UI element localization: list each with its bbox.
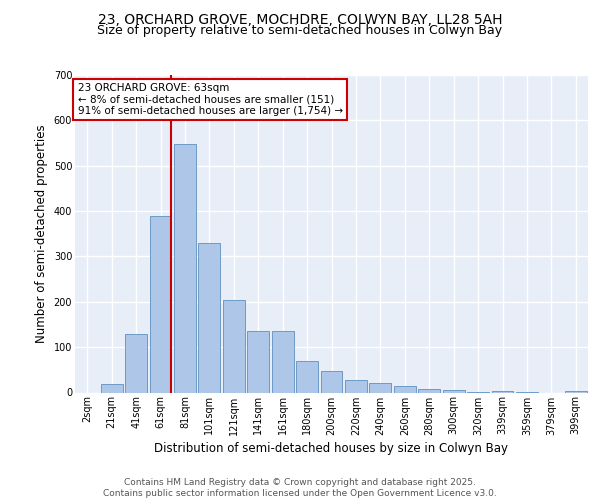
Y-axis label: Number of semi-detached properties: Number of semi-detached properties: [35, 124, 48, 343]
Bar: [199, 243, 220, 392]
Text: 23, ORCHARD GROVE, MOCHDRE, COLWYN BAY, LL28 5AH: 23, ORCHARD GROVE, MOCHDRE, COLWYN BAY, …: [98, 12, 502, 26]
Text: Size of property relative to semi-detached houses in Colwyn Bay: Size of property relative to semi-detach…: [97, 24, 503, 37]
Bar: [394, 386, 416, 392]
Bar: [101, 384, 122, 392]
Bar: [565, 390, 587, 392]
Bar: [223, 300, 245, 392]
Bar: [345, 380, 367, 392]
Bar: [443, 390, 464, 392]
Bar: [320, 371, 343, 392]
Bar: [247, 332, 269, 392]
Bar: [296, 361, 318, 392]
Bar: [418, 389, 440, 392]
Bar: [174, 144, 196, 392]
Text: Contains HM Land Registry data © Crown copyright and database right 2025.
Contai: Contains HM Land Registry data © Crown c…: [103, 478, 497, 498]
X-axis label: Distribution of semi-detached houses by size in Colwyn Bay: Distribution of semi-detached houses by …: [155, 442, 509, 454]
Bar: [149, 216, 172, 392]
Text: 23 ORCHARD GROVE: 63sqm
← 8% of semi-detached houses are smaller (151)
91% of se: 23 ORCHARD GROVE: 63sqm ← 8% of semi-det…: [77, 83, 343, 116]
Bar: [370, 382, 391, 392]
Bar: [491, 391, 514, 392]
Bar: [125, 334, 147, 392]
Bar: [272, 332, 293, 392]
